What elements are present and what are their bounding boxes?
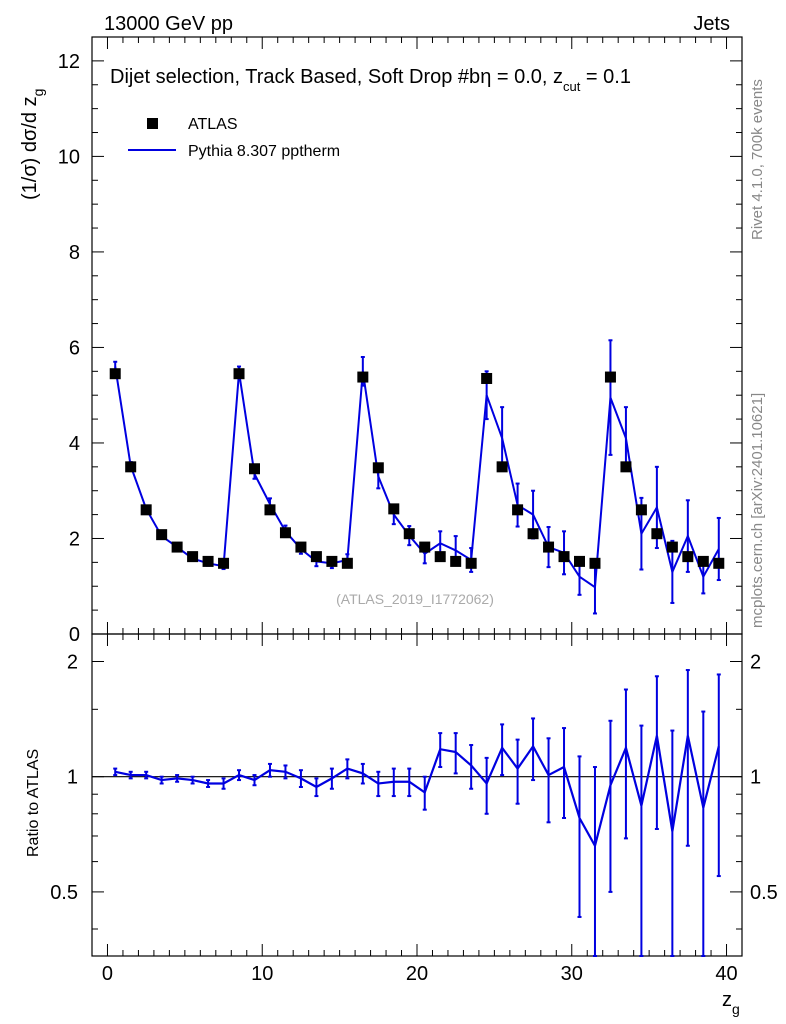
atlas-point <box>434 551 446 563</box>
ratio-y-tick-label: 2 <box>67 652 78 674</box>
atlas-point <box>713 557 725 569</box>
ratio-data <box>113 669 721 957</box>
atlas-point <box>543 541 555 553</box>
atlas-point <box>388 503 400 515</box>
atlas-point <box>326 555 338 567</box>
atlas-point <box>295 541 307 553</box>
ratio-y-tick-label: 1 <box>750 767 761 789</box>
atlas-point <box>651 528 663 540</box>
main-title: Dijet selection, Track Based, Soft Drop … <box>110 66 631 94</box>
y-tick-label: 12 <box>58 51 80 73</box>
mcplots-label: mcplots.cern.ch [arXiv:2401.10621] <box>749 393 766 628</box>
atlas-point <box>682 551 694 563</box>
ratio-y-tick-label: 1 <box>67 767 78 789</box>
atlas-point <box>233 368 245 380</box>
atlas-point <box>202 555 214 567</box>
atlas-point <box>465 557 477 569</box>
atlas-point <box>666 541 678 553</box>
atlas-point <box>249 463 260 475</box>
y-tick-label: 6 <box>69 337 80 359</box>
atlas-point <box>481 372 493 384</box>
atlas-point <box>558 551 570 563</box>
legend-atlas-marker <box>147 118 158 129</box>
ratio-xlabel-sub: g <box>732 1001 740 1017</box>
atlas-point <box>604 371 616 383</box>
legend-pythia-label: Pythia 8.307 pptherm <box>188 143 340 160</box>
atlas-point <box>372 462 384 474</box>
watermark: (ATLAS_2019_I1772062) <box>336 591 494 607</box>
main-data <box>109 339 725 615</box>
rivet-label: Rivet 4.1.0, 700k events <box>749 79 766 240</box>
main-axes: 0 2 4 6 8 10 12 <box>58 37 742 646</box>
main-title-eta: η = 0.0, z <box>480 66 563 88</box>
atlas-point <box>279 527 291 539</box>
atlas-point <box>620 461 632 473</box>
atlas-point <box>450 555 462 567</box>
x-tick-label: 40 <box>715 963 737 985</box>
y-tick-label: 10 <box>58 146 80 168</box>
main-title-text: Dijet selection, Track Based, Soft Drop … <box>110 66 480 88</box>
atlas-point <box>310 551 322 563</box>
atlas-point <box>496 461 508 473</box>
atlas-point <box>187 551 199 563</box>
legend-atlas-label: ATLAS <box>188 116 238 133</box>
atlas-point <box>109 368 121 380</box>
atlas-point <box>403 528 415 540</box>
atlas-point <box>125 461 137 473</box>
atlas-point <box>419 541 431 553</box>
ratio-y-tick-label: 2 <box>750 652 761 674</box>
atlas-point <box>357 371 369 383</box>
atlas-point <box>574 555 585 567</box>
ratio-xlabel-text: z <box>722 989 732 1011</box>
atlas-point <box>697 555 709 567</box>
atlas-point <box>156 529 168 541</box>
atlas-point <box>512 504 524 516</box>
ratio-y-tick-label: 0.5 <box>750 882 778 904</box>
atlas-point <box>527 528 539 540</box>
y-tick-label: 2 <box>69 528 80 550</box>
ratio-y-tick-label: 0.5 <box>50 882 78 904</box>
atlas-point <box>140 504 152 516</box>
atlas-point <box>589 557 601 569</box>
ratio-line <box>114 735 720 849</box>
atlas-point <box>341 557 353 569</box>
y-tick-label: 4 <box>69 433 80 455</box>
atlas-point <box>264 504 276 516</box>
ratio-ylabel: Ratio to ATLAS <box>25 749 42 857</box>
main-title-sub: cut <box>563 79 581 94</box>
ratio-axes: 0 10 20 30 40 0.5 0.5 1 1 2 2 <box>50 634 778 985</box>
x-tick-label: 10 <box>251 963 273 985</box>
main-ylabel-sub: g <box>30 89 46 97</box>
y-tick-label: 8 <box>69 242 80 264</box>
energy-label: 13000 GeV pp <box>104 13 233 35</box>
ratio-xlabel: zg <box>722 989 740 1017</box>
main-ylabel-text: (1/σ) dσ/d z <box>19 96 41 200</box>
y-tick-label: 0 <box>69 624 80 646</box>
pythia-line <box>114 366 720 589</box>
main-ylabel: (1/σ) dσ/d zg <box>19 89 46 200</box>
category-label: Jets <box>693 13 730 35</box>
atlas-point <box>635 504 647 516</box>
x-tick-label: 30 <box>561 963 583 985</box>
main-title-tail: = 0.1 <box>580 66 631 88</box>
x-tick-label: 0 <box>102 963 113 985</box>
atlas-point <box>171 541 183 553</box>
atlas-point <box>218 557 230 569</box>
x-tick-label: 20 <box>406 963 428 985</box>
